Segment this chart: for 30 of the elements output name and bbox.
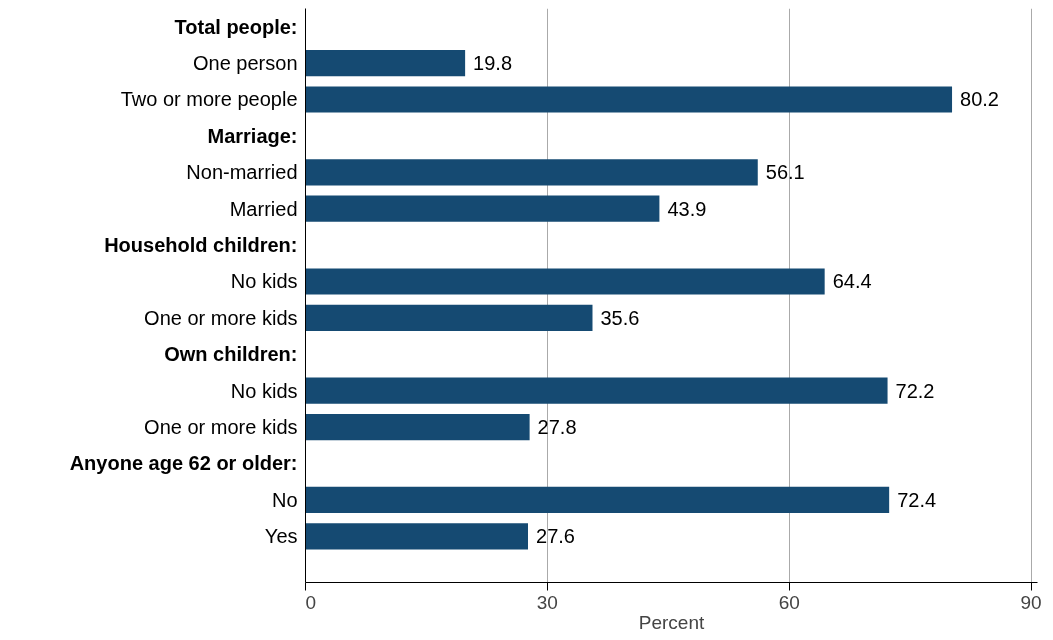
y-tick-label: One or more kids [144, 306, 298, 329]
y-tick-label: Non-married [186, 161, 298, 184]
y-tick-label: Yes [264, 525, 298, 548]
text: Total people: [174, 15, 298, 38]
y-tick-label: No kids [230, 270, 298, 293]
x-axis-title: Percent [638, 611, 705, 633]
data-label: 35.6 [600, 306, 640, 329]
text: Anyone age 62 or older: [69, 452, 298, 475]
x-tick-label: 60 [778, 591, 800, 613]
x-tick-label: 0 [305, 591, 317, 613]
data-label: 80.2 [960, 88, 999, 111]
y-tick-label: One person [192, 52, 298, 75]
text: Marriage: [207, 124, 298, 147]
data-label: 64.4 [832, 270, 872, 293]
y-tick-label: Two or more people [120, 88, 298, 111]
data-label: 27.6 [536, 525, 575, 548]
data-label: 27.8 [537, 416, 577, 439]
text: Own children: [164, 343, 298, 366]
y-tick-label: Married [229, 197, 298, 220]
y-tick-label: No kids [230, 379, 298, 402]
data-label: 56.1 [765, 161, 805, 184]
text: Household children: [104, 234, 298, 257]
data-label: 19.8 [473, 52, 513, 75]
y-tick-label: No [271, 488, 298, 511]
data-label: 43.9 [667, 197, 707, 220]
y-tick-label: One or more kids [144, 416, 298, 439]
data-label: 72.4 [897, 488, 937, 511]
data-label: 72.2 [895, 379, 935, 402]
x-tick-label: 90 [1020, 591, 1042, 613]
x-tick-label: 30 [536, 591, 558, 613]
